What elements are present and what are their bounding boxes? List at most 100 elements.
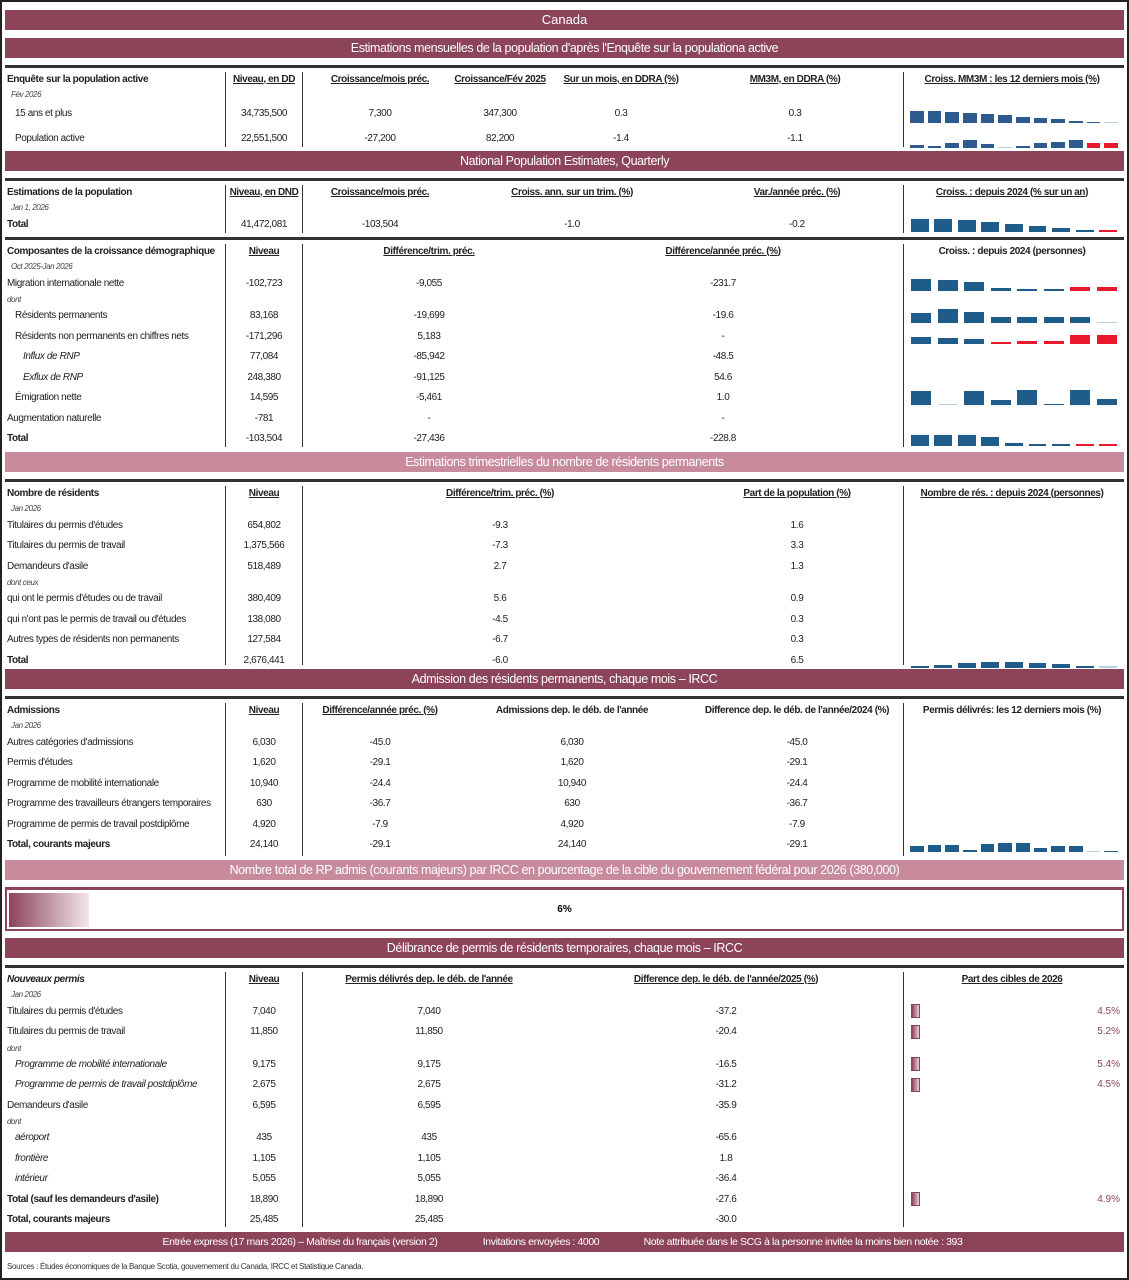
page-title: Canada (5, 10, 1124, 30)
row-label: Exflux de RNP (23, 371, 83, 383)
column-header: Différence/trim. préc. (383, 245, 475, 257)
table-body: Nouveaux permis Niveau Permis délivrés dep… (5, 968, 1124, 1230)
section-header: Nombre total de RP admis (courants majeu… (5, 860, 1124, 880)
table-body: Composantes de la croissance démographiq… (5, 240, 1124, 449)
row-value: -7.3 (492, 540, 508, 552)
share-value: 4.9% (1097, 1193, 1120, 1205)
sparkline-bar (1086, 143, 1101, 148)
column-divider (225, 703, 226, 856)
row-value: 1,105 (252, 1152, 276, 1164)
sparkline-bar (934, 218, 953, 232)
row-value: -27,200 (364, 133, 396, 144)
row-value: -29.1 (369, 757, 391, 769)
table-row: Augmentation naturelle -781 - - (5, 408, 1124, 429)
sparkline-bar (927, 845, 942, 852)
row-value: 6,595 (417, 1099, 441, 1111)
row-value: 5,183 (417, 330, 441, 342)
column-header: Niveau (248, 704, 280, 716)
row-value: 0.3 (790, 634, 804, 646)
row-value: -4.5 (492, 613, 508, 625)
sparkline-bar (927, 111, 942, 123)
row-value: 435 (256, 1132, 272, 1144)
table-row: Population active 22,551,500 -27,200 82,200… (5, 126, 1124, 151)
sparkline-bar (1070, 390, 1091, 405)
row-value: -9,055 (416, 277, 442, 289)
row-label: aéroport (15, 1132, 50, 1144)
row-value: -1.1 (787, 133, 803, 144)
section-header: Délibrance de permis de résidents tempor… (5, 938, 1124, 958)
sparkline-bar (910, 435, 929, 446)
column-header: Différence/trim. préc. (%) (446, 487, 554, 499)
row-label: Programme des travailleurs étrangers tem… (7, 798, 211, 810)
share-value: 5.4% (1097, 1058, 1120, 1070)
sparkline-bar (1017, 390, 1038, 405)
sparkline-bar (945, 143, 959, 148)
row-value: 18,890 (414, 1193, 444, 1205)
sparkline-bar (1043, 317, 1064, 323)
sparkline-bar (1075, 665, 1094, 668)
row-label: Demandeurs d'asile (7, 1099, 88, 1111)
row-value: 6.5 (790, 654, 804, 666)
sparkline-bar (937, 309, 958, 323)
sparkline-bar (1069, 140, 1083, 148)
sources-note: Sources : Études économiques de la Banqu… (7, 1262, 364, 1271)
row-value: -171,296 (245, 330, 283, 342)
row-label: Autres catégories d'admissions (7, 736, 134, 748)
note-label: dont ceux (7, 578, 39, 587)
column-header: Admissions dep. le déb. de l'année (495, 704, 649, 716)
row-value: -0.2 (789, 218, 805, 230)
sparkline-bar (981, 221, 1000, 232)
row-value: -36.7 (369, 798, 391, 810)
table-row: Migration internationale nette -102,723 -9… (5, 273, 1124, 294)
row-value: -103,504 (245, 433, 283, 445)
column-header: Sur un mois, en DDRA (%) (563, 73, 679, 85)
column-header: Estimations de la population (7, 186, 132, 198)
column-divider (225, 486, 226, 665)
column-divider (903, 185, 904, 233)
column-header: Niveau, en DD (232, 73, 296, 85)
share-bar (911, 1004, 920, 1018)
row-value: 22,551,500 (240, 133, 288, 144)
sparkline (908, 214, 1120, 235)
sparkline-bar (998, 843, 1012, 852)
footer-item: Note attribuée dans le SCG à la personne… (643, 1236, 963, 1248)
sparkline-bar (910, 218, 929, 232)
target-progress-bar: 6% (5, 887, 1124, 931)
sparkline-bar (910, 846, 924, 852)
row-label: Titulaires du permis de travail (7, 540, 125, 552)
row-value: -24.4 (369, 777, 391, 789)
column-divider (903, 486, 904, 665)
column-header: MM3M, en DDRA (%) (749, 73, 841, 85)
row-value: -35.9 (715, 1099, 737, 1111)
table-row: Demandeurs d'asile 6,595 6,595 -35.9 (5, 1095, 1124, 1116)
note-row: dont ceux (5, 577, 1124, 589)
row-value: 347,300 (483, 108, 517, 119)
sparkline-bar (1052, 444, 1071, 446)
share-bar (911, 1077, 920, 1092)
column-divider (225, 972, 226, 1227)
table-row: Titulaires du permis de travail 11,850 11,… (5, 1022, 1124, 1043)
sparkline-bar (1052, 663, 1071, 668)
share-bar (911, 1024, 920, 1039)
table-row: Exflux de RNP 248,380 -91,125 54.6 (5, 367, 1124, 388)
note-row: dont (5, 294, 1124, 306)
row-label: qui n'ont pas le permis de travail ou d'… (7, 613, 186, 625)
share-bar (911, 1192, 920, 1206)
row-value: 25,485 (414, 1214, 444, 1226)
row-value: 82,200 (485, 133, 515, 144)
sparkline-bar (964, 312, 985, 323)
sparkline-bar (990, 317, 1011, 323)
table-row: Total (sauf les demandeurs d'asile) 18,89… (5, 1189, 1124, 1210)
subtitle-row: Jan 1, 2026 (5, 200, 1124, 214)
row-label: Population active (15, 133, 85, 144)
target-share: 4.9% (908, 1189, 1124, 1210)
table-header-row: Nouveaux permis Niveau Permis délivrés dep… (5, 971, 1124, 987)
row-value: 380,409 (247, 593, 281, 605)
data-table: Estimations de la population Niveau, en D… (5, 178, 1124, 233)
table-header-row: Composantes de la croissance démographiq… (5, 243, 1124, 259)
table-row: Résidents non permanents en chiffres net… (5, 326, 1124, 347)
row-value: 34,735,500 (240, 108, 288, 119)
row-value: 138,080 (247, 613, 281, 625)
sparkline-bar (927, 146, 942, 148)
